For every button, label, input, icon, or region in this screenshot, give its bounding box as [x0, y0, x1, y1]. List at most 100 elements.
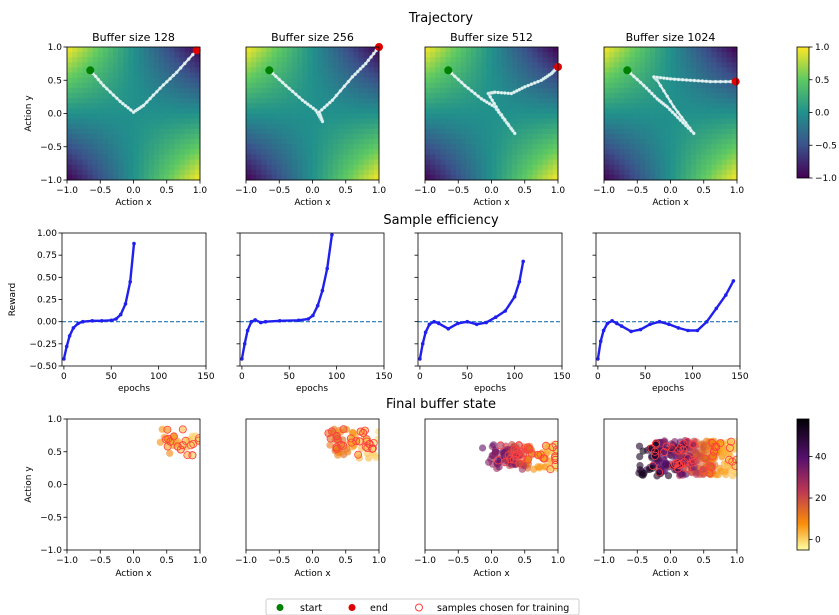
- heatmap-cell: [491, 123, 498, 130]
- heatmap-cell: [435, 52, 441, 58]
- chosen-sample: [676, 443, 685, 452]
- heatmap-cell: [731, 98, 738, 104]
- heatmap-cell: [690, 52, 697, 58]
- colorbar-tick-label: 0: [815, 536, 821, 546]
- chosen-sample: [517, 453, 526, 462]
- heatmap-cell: [552, 123, 559, 130]
- heatmap-cell: [281, 52, 288, 58]
- trajectory-point: [280, 80, 285, 85]
- heatmap-cell: [317, 164, 324, 171]
- heatmap-cell: [281, 62, 288, 68]
- trajectory-point: [338, 89, 343, 93]
- heatmap-cell: [97, 52, 104, 58]
- heatmap-cell: [251, 87, 257, 94]
- heatmap-cell: [701, 144, 707, 150]
- heatmap-cell: [327, 164, 334, 171]
- heatmap-cell: [501, 52, 508, 58]
- heatmap-cell: [624, 93, 631, 99]
- heatmap-cell: [450, 174, 457, 181]
- heatmap-cell: [138, 52, 145, 58]
- heatmap-cell: [476, 98, 482, 104]
- heatmap-cell: [327, 72, 334, 79]
- heatmap-cell: [82, 82, 88, 89]
- heatmap-cell: [680, 67, 687, 74]
- heatmap-cell: [292, 133, 298, 140]
- heatmap-cell: [706, 47, 712, 53]
- heatmap-cell: [634, 144, 641, 150]
- heatmap-cell: [609, 154, 615, 161]
- heatmap-cell: [251, 123, 257, 130]
- heatmap-cell: [629, 159, 636, 166]
- reward-point: [320, 288, 325, 293]
- heatmap-cell: [276, 87, 283, 94]
- heatmap-cell: [476, 52, 482, 58]
- trajectory-point: [466, 86, 470, 90]
- heatmap-cell: [445, 139, 452, 145]
- heatmap-cell: [143, 87, 150, 94]
- heatmap-cell: [675, 67, 682, 74]
- heatmap-cell: [619, 72, 625, 79]
- heatmap-cell: [297, 72, 303, 79]
- heatmap-cell: [486, 87, 492, 94]
- heatmap-cell: [675, 52, 682, 58]
- heatmap-cell: [455, 82, 462, 89]
- heatmap-cell: [72, 128, 78, 135]
- heatmap-cell: [716, 67, 723, 74]
- reward-point: [81, 319, 85, 324]
- heatmap-cell: [261, 77, 267, 84]
- heatmap-cell: [169, 67, 175, 74]
- heatmap-cell: [486, 98, 492, 104]
- heatmap-cell: [312, 52, 319, 58]
- heatmap-cell: [174, 57, 181, 63]
- heatmap-cell: [685, 118, 692, 125]
- heatmap-cell: [251, 98, 257, 104]
- heatmap-cell: [660, 47, 666, 53]
- heatmap-cell: [547, 144, 554, 150]
- trajectory-panel-title: Buffer size 256: [271, 31, 354, 44]
- heatmap-cell: [317, 169, 324, 176]
- heatmap-cell: [465, 118, 472, 125]
- heatmap-cell: [634, 118, 641, 125]
- x-tick-label: 1.0: [730, 186, 745, 196]
- x-axis-label: epochs: [296, 384, 328, 394]
- heatmap-cell: [522, 77, 528, 84]
- heatmap-cell: [194, 98, 201, 104]
- heatmap-cell: [496, 77, 503, 84]
- trajectory-point: [171, 73, 176, 78]
- heatmap-cell: [317, 118, 324, 125]
- heatmap-cell: [338, 174, 344, 181]
- heatmap-cell: [614, 118, 620, 125]
- heatmap-cell: [322, 169, 329, 176]
- heatmap-cell: [486, 103, 492, 109]
- heatmap-cell: [726, 82, 733, 89]
- x-axis-label: epochs: [652, 384, 684, 394]
- heatmap-cell: [639, 72, 646, 79]
- heatmap-cell: [685, 164, 692, 171]
- heatmap-cell: [164, 133, 170, 140]
- heatmap-cell: [286, 82, 293, 89]
- heatmap-cell: [731, 149, 738, 155]
- heatmap-cell: [123, 62, 129, 68]
- heatmap-cell: [292, 108, 298, 114]
- heatmap-cell: [118, 154, 124, 161]
- heatmap-cell: [731, 123, 738, 130]
- heatmap-cell: [486, 67, 492, 74]
- heatmap-cell: [701, 87, 707, 94]
- heatmap-cell: [194, 128, 201, 135]
- heatmap-cell: [348, 82, 354, 89]
- trajectory-point: [670, 110, 675, 114]
- heatmap-cell: [511, 93, 518, 99]
- heatmap-cell: [609, 52, 615, 58]
- heatmap-cell: [629, 98, 636, 104]
- trajectory-point: [334, 93, 339, 98]
- heatmap-cell: [159, 123, 165, 130]
- heatmap-cell: [363, 108, 370, 114]
- heatmap-cell: [113, 82, 119, 89]
- heatmap-cell: [537, 72, 544, 79]
- heatmap-cell: [327, 108, 334, 114]
- heatmap-cell: [624, 159, 631, 166]
- heatmap-cell: [496, 62, 503, 68]
- heatmap-cell: [629, 118, 636, 125]
- heatmap-cell: [271, 144, 278, 150]
- heatmap-cell: [189, 108, 196, 114]
